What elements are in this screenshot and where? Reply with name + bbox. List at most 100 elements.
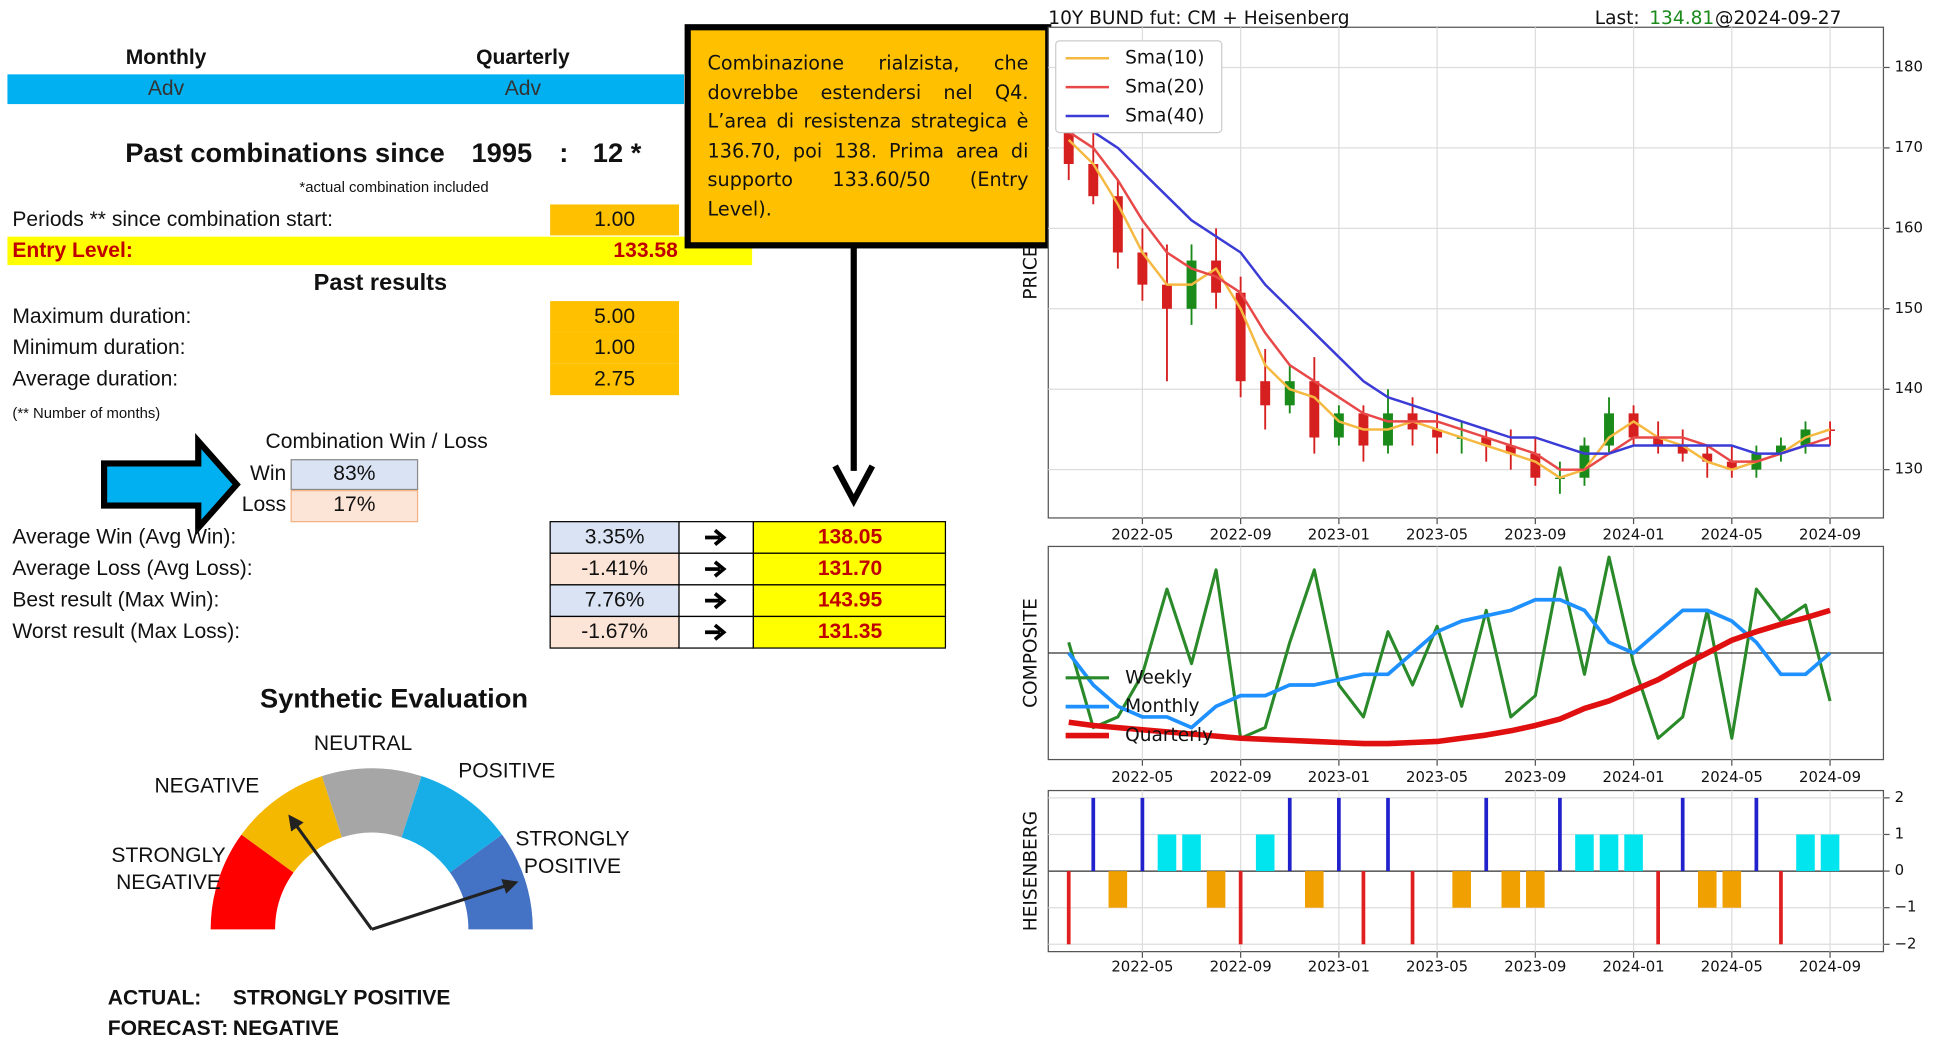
bar: [1599, 834, 1619, 872]
x-tick-label: 2023-09: [1504, 958, 1566, 976]
legend-label: Sma(40): [1125, 105, 1204, 126]
past-year: 1995: [472, 137, 533, 168]
x-tick-label: 2024-09: [1799, 768, 1861, 786]
series-line: [1067, 555, 1832, 740]
evaluation-title: Synthetic Evaluation: [260, 682, 528, 713]
loss-label: Loss: [242, 493, 286, 516]
y-tick-label: −1: [1895, 898, 1917, 916]
entry-value: 133.58: [613, 239, 678, 262]
candle-body: [1726, 461, 1737, 470]
y-tick-label: 180: [1895, 57, 1923, 75]
x-tick-label: 2022-05: [1111, 768, 1173, 786]
pct-cell: [549, 615, 680, 649]
header-value: Adv: [505, 77, 542, 100]
candle-body: [1505, 445, 1516, 454]
bar: [1337, 797, 1341, 872]
bar: [1680, 797, 1685, 872]
arrow-icon: [705, 623, 727, 641]
bar: [1206, 871, 1226, 908]
candle-body: [1235, 292, 1246, 382]
bar: [1108, 871, 1128, 908]
x-tick-label: 2023-05: [1406, 525, 1468, 543]
annotation-arrowhead: [832, 464, 876, 508]
y-axis-label: PRICE: [1020, 245, 1041, 299]
row-label: Average duration:: [12, 367, 178, 390]
legend-label: Sma(20): [1125, 77, 1204, 98]
y-axis-label: COMPOSITE: [1020, 598, 1041, 708]
candle-body: [1260, 381, 1271, 406]
bar: [1575, 834, 1594, 872]
x-tick-label: 2023-01: [1308, 768, 1370, 786]
cell: [550, 363, 680, 396]
win-cell: [290, 459, 419, 491]
last-label: Last:: [1595, 8, 1640, 29]
candle-body: [1432, 429, 1443, 438]
x-tick-label: 2024-01: [1603, 525, 1665, 543]
annotation-text: Combinazione rialzista, che dovrebbe est…: [707, 52, 1029, 220]
target-value: 131.70: [818, 557, 882, 580]
row-label: Average Loss (Avg Loss):: [12, 557, 252, 580]
gauge-label: POSITIVE: [524, 855, 621, 878]
gauge-label: NEGATIVE: [154, 774, 259, 797]
row-value: 1.00: [594, 208, 635, 231]
candle-body: [1702, 453, 1713, 462]
x-tick-label: 2022-09: [1210, 958, 1272, 976]
months-note: (** Number of months): [12, 406, 160, 422]
bar: [1779, 871, 1783, 945]
arrow-icon: [705, 560, 727, 578]
candle-body: [1628, 413, 1639, 438]
row-value: 1.00: [594, 336, 635, 359]
header: Monthly: [126, 46, 207, 69]
bar: [1255, 834, 1275, 872]
x-tick-label: 2024-09: [1799, 525, 1861, 543]
section-title: Past results: [314, 269, 447, 295]
last-date: @2024-09-27: [1715, 8, 1842, 29]
bar: [1182, 834, 1201, 872]
target-value: 138.05: [818, 525, 883, 548]
candle-body: [1677, 445, 1688, 454]
candle-body: [1481, 437, 1492, 446]
y-tick-label: −2: [1895, 934, 1917, 952]
pct-value: -1.67%: [581, 620, 648, 643]
bar: [1287, 797, 1292, 872]
gauge-label: NEGATIVE: [116, 871, 221, 894]
pct-cell: [549, 552, 680, 586]
row-value: 5.00: [594, 305, 635, 328]
loss-cell: [290, 490, 419, 523]
chart: 2022-05 2022-09 2023-01 2023-05 2023-09 2024-…: [1020, 8, 1923, 543]
y-tick-label: 1: [1895, 824, 1904, 842]
bar: [1558, 797, 1562, 872]
x-tick-label: 2022-05: [1111, 958, 1173, 976]
pointer-arrow: [100, 432, 241, 537]
row-label: Maximum duration:: [12, 305, 191, 328]
win-label: Win: [250, 462, 286, 485]
header-bar: [7, 74, 684, 105]
row-label: Periods ** since combination start:: [12, 208, 333, 231]
bar: [1410, 871, 1415, 945]
bar: [1526, 871, 1545, 908]
bar: [1656, 871, 1660, 945]
gauge-label: STRONGLY: [515, 828, 629, 851]
arrow-icon: [705, 592, 727, 610]
actual-value: STRONGLY POSITIVE: [233, 986, 451, 1009]
x-tick-label: 2024-01: [1603, 768, 1665, 786]
x-tick-label: 2024-05: [1701, 768, 1763, 786]
row-label: Average Win (Avg Win):: [12, 525, 236, 548]
row-label: Minimum duration:: [12, 336, 185, 359]
x-tick-label: 2023-01: [1308, 958, 1370, 976]
chart-title: 10Y BUND fut: CM + Heisenberg: [1048, 8, 1349, 29]
y-tick-label: 170: [1895, 138, 1923, 156]
arrow-icon: [705, 528, 727, 547]
legend-box: [1055, 40, 1223, 134]
x-tick-label: 2024-05: [1701, 525, 1763, 543]
bar: [1501, 871, 1521, 908]
target-cell: [752, 521, 947, 554]
candle-body: [1137, 252, 1148, 285]
candle-body: [1579, 445, 1590, 478]
x-tick-label: 2023-09: [1504, 768, 1566, 786]
legend-label: Weekly: [1125, 667, 1192, 688]
candle-body: [1284, 381, 1295, 406]
bar: [1386, 797, 1390, 872]
